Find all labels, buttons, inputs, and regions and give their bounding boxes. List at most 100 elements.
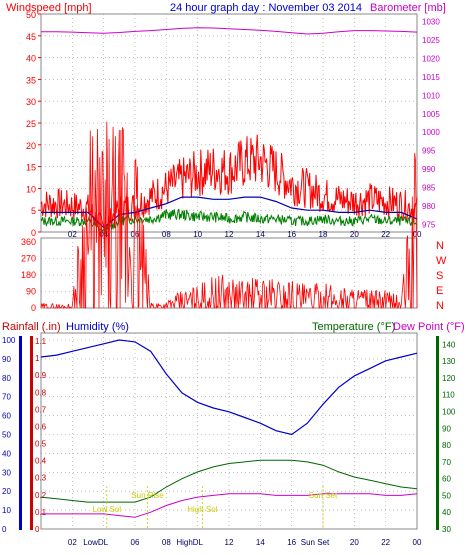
series-layer bbox=[40, 27, 418, 518]
rain-tick-label: 0.6 bbox=[35, 422, 47, 431]
lowdl-label: LowDL bbox=[83, 538, 108, 547]
wind-xtick-label: 08 bbox=[162, 230, 171, 239]
lower-panel-frame bbox=[40, 332, 418, 530]
temp-tick-label: 120 bbox=[442, 374, 456, 383]
temp-tick-label: 80 bbox=[442, 441, 451, 450]
wind-tick-label: 25 bbox=[26, 119, 36, 129]
sunset-xlabel: Sun Set bbox=[301, 538, 330, 547]
baro-tick-label: 980 bbox=[422, 202, 436, 211]
wind-tick-label: 30 bbox=[26, 97, 36, 107]
rain-tick-label: 0.3 bbox=[35, 474, 47, 483]
humidity-tick-label: 80 bbox=[2, 374, 11, 383]
sun-marker-label: Low Sol bbox=[93, 505, 122, 514]
humidity-tick-label: 90 bbox=[2, 355, 11, 364]
baro-tick-label: 1015 bbox=[422, 73, 440, 82]
baro-tick-label: 990 bbox=[422, 165, 436, 174]
wind-tick-label: 10 bbox=[26, 184, 36, 194]
dewpoint-axis-label: Dew Point (°F) bbox=[393, 321, 465, 333]
humidity-tick-label: 10 bbox=[2, 506, 11, 515]
wind-xtick-label: 16 bbox=[287, 230, 296, 239]
baro-tick-label: 985 bbox=[422, 184, 436, 193]
rainfall-axis-label: Rainfall (.in) bbox=[2, 321, 61, 333]
wind-tick-label: 40 bbox=[26, 54, 36, 64]
temp-tick-label: 60 bbox=[442, 475, 451, 484]
wind-xtick-label: 10 bbox=[193, 230, 202, 239]
baro-tick-label: 1000 bbox=[422, 128, 440, 137]
wind-xtick-label: 18 bbox=[319, 230, 328, 239]
temp-tick-label: 50 bbox=[442, 491, 451, 500]
wind-tick-label: 45 bbox=[26, 32, 36, 42]
wind-tick-label: 20 bbox=[26, 141, 36, 151]
temp-tick-label: 130 bbox=[442, 357, 456, 366]
humidity-tick-label: 0 bbox=[2, 525, 7, 534]
compass-label: E bbox=[436, 285, 443, 297]
windspeed-axis-label: Windspeed [mph] bbox=[6, 2, 92, 14]
direction-tick-label: 270 bbox=[21, 254, 36, 264]
baro-tick-label: 995 bbox=[422, 147, 436, 156]
humidity-tick-label: 50 bbox=[2, 431, 11, 440]
wind-xtick-label: 14 bbox=[256, 230, 265, 239]
chart-title: 24 hour graph day : November 03 2014 bbox=[170, 2, 362, 14]
marker-layer: Low Sol Sun Rise High Sol Sun Set bbox=[93, 486, 338, 529]
wind-tick-label: 35 bbox=[26, 75, 36, 85]
lower-xtick-label: 12 bbox=[225, 538, 234, 547]
sun-marker-label: Sun Set bbox=[309, 491, 338, 500]
baro-tick-label: 1010 bbox=[422, 91, 440, 100]
lower-xtick-label: 20 bbox=[350, 538, 359, 547]
direction-tick-label: 180 bbox=[21, 270, 36, 280]
wind-xtick-label: 12 bbox=[225, 230, 234, 239]
temp-tick-label: 140 bbox=[442, 340, 456, 349]
wind-xtick-label: 20 bbox=[350, 230, 359, 239]
humidity-tick-label: 70 bbox=[2, 393, 11, 402]
sun-marker-label: High Sol bbox=[187, 505, 217, 514]
compass-label: W bbox=[436, 255, 447, 267]
sun-marker-label: Sun Rise bbox=[131, 491, 164, 500]
humidity-tick-label: 40 bbox=[2, 449, 11, 458]
direction-tick-label: 90 bbox=[26, 287, 36, 297]
wind-tick-label: 5 bbox=[31, 206, 36, 216]
wind-xtick-label: 02 bbox=[68, 230, 77, 239]
compass-label: N bbox=[436, 240, 444, 252]
temp-tick-label: 30 bbox=[442, 525, 451, 534]
rain-axis-bar bbox=[30, 336, 33, 530]
lower-xtick-label: 06 bbox=[131, 538, 140, 547]
baro-tick-label: 975 bbox=[422, 221, 436, 230]
rain-tick-label: 0 bbox=[35, 525, 40, 534]
humidity-axis-label: Humidity (%) bbox=[66, 321, 129, 333]
baro-tick-label: 1030 bbox=[422, 17, 440, 26]
lower-xtick-label: 00 bbox=[413, 538, 422, 547]
temp-tick-label: 110 bbox=[442, 391, 455, 400]
wind-xtick-label: 06 bbox=[131, 230, 140, 239]
humidity-axis-bar bbox=[19, 336, 22, 530]
humidity-tick-label: 20 bbox=[2, 487, 11, 496]
rain-tick-label: 0.1 bbox=[35, 508, 47, 517]
rain-tick-label: 1 bbox=[35, 354, 40, 363]
barometer-axis-label: Barometer [mb] bbox=[370, 2, 446, 14]
temp-tick-label: 90 bbox=[442, 424, 451, 433]
rain-tick-label: 0.9 bbox=[35, 371, 47, 380]
lower-xtick-label: 16 bbox=[287, 538, 296, 547]
lower-xtick-label: 08 bbox=[162, 538, 171, 547]
temp-tick-label: 100 bbox=[442, 408, 456, 417]
wind-xtick-label: 00 bbox=[413, 230, 422, 239]
temperature-axis-bar bbox=[436, 336, 439, 530]
wind-tick-label: 0 bbox=[31, 228, 36, 238]
baro-tick-label: 1005 bbox=[422, 110, 440, 119]
wind-tick-label: 15 bbox=[26, 163, 36, 173]
rain-tick-label: 0.5 bbox=[35, 440, 47, 449]
direction-tick-label: 360 bbox=[21, 237, 36, 247]
compass-label: S bbox=[436, 270, 443, 282]
temperature-series bbox=[40, 459, 418, 503]
temperature-axis-label: Temperature (°F) bbox=[312, 321, 395, 333]
lower-xtick-label: 22 bbox=[381, 538, 390, 547]
lower-xtick-label: 14 bbox=[256, 538, 265, 547]
wind-xtick-label: 22 bbox=[381, 230, 390, 239]
direction-panel-frame bbox=[40, 237, 418, 309]
wind-tick-label: 50 bbox=[26, 10, 36, 20]
barometer-series bbox=[41, 27, 418, 35]
humidity-tick-label: 30 bbox=[2, 468, 11, 477]
temp-tick-label: 70 bbox=[442, 458, 451, 467]
